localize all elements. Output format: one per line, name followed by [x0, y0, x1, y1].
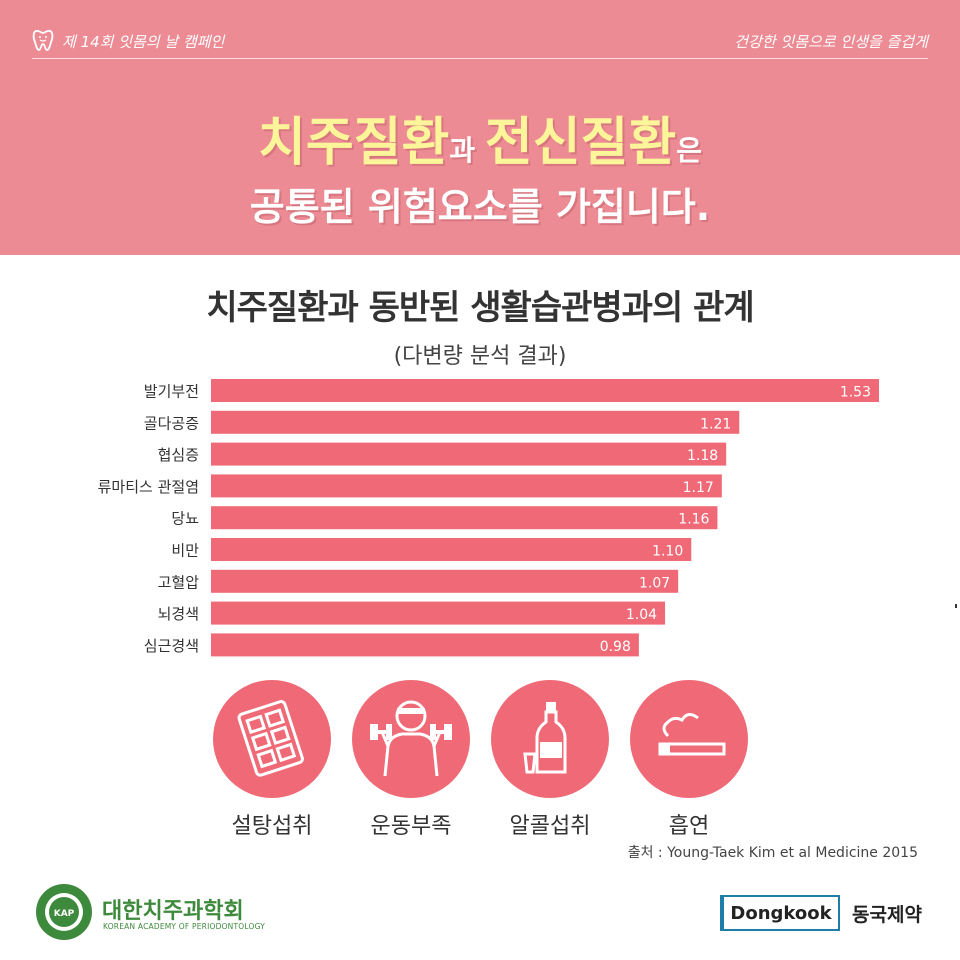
kap-name: 대한치주과학회: [102, 899, 244, 924]
category-label-3: 류마티스 관절염: [98, 478, 199, 496]
value-label-7: 1.04: [626, 607, 657, 623]
alcohol-bottle-icon: [491, 680, 609, 798]
stray-mark: [955, 604, 957, 608]
dongkook-english: Dongkook: [730, 902, 832, 924]
risk-label-exercise: 운동부족: [370, 814, 452, 839]
sugar-cubes-icon: [213, 680, 331, 798]
category-label-1: 골다공증: [144, 414, 199, 432]
value-label-1: 1.21: [700, 416, 731, 432]
value-label-5: 1.10: [652, 544, 683, 560]
bar-1: [211, 410, 740, 434]
risk-factor-icons: [0, 680, 960, 800]
campaign-slogan: 건강한 잇몸으로 인생을 즐겁게: [734, 33, 928, 51]
headline-term-systemic: 전신질환: [484, 113, 677, 173]
category-label-2: 협심증: [158, 446, 199, 464]
value-label-3: 1.17: [683, 480, 714, 496]
header-banner: 제 14회 잇몸의 날 캠페인 건강한 잇몸으로 인생을 즐겁게 치주질환과 전…: [0, 0, 960, 255]
category-label-5: 비만: [171, 542, 199, 560]
bar-8: [211, 633, 639, 657]
category-label-7: 뇌경색: [158, 605, 199, 623]
campaign-title: 제 14회 잇몸의 날 캠페인: [62, 33, 225, 51]
bar-7: [211, 601, 666, 625]
value-label-4: 1.16: [678, 512, 709, 528]
category-label-6: 고혈압: [158, 573, 200, 591]
kap-badge-text: KAP: [54, 909, 75, 919]
tooth-icon: [32, 29, 54, 51]
source-citation: 출처 : Young-Taek Kim et al Medicine 2015: [627, 845, 918, 861]
campaign-bar: 제 14회 잇몸의 날 캠페인 건강한 잇몸으로 인생을 즐겁게: [32, 28, 928, 54]
headline-term-periodontal: 치주질환: [257, 113, 450, 173]
value-label-2: 1.18: [687, 448, 718, 464]
dongkook-korean: 동국제약: [852, 904, 922, 926]
bar-6: [211, 569, 679, 593]
cigarette-icon: [630, 680, 748, 798]
value-label-6: 1.07: [639, 575, 670, 591]
risk-label-smoking: 흡연: [668, 814, 710, 839]
dongkook-logo: Dongkook: [720, 895, 840, 931]
chart-title: 치주질환과 동반된 생활습관병과의 관계: [206, 288, 754, 328]
category-label-8: 심근경색: [144, 637, 199, 655]
risk-label-sugar: 설탕섭취: [231, 814, 313, 839]
header-divider: [32, 58, 928, 59]
dumbbell-exercise-icon: [352, 680, 470, 798]
value-label-8: 0.98: [600, 639, 631, 655]
headline-particle: 은: [676, 134, 703, 167]
headline-line2: 공통된 위험요소를 가집니다.: [249, 185, 711, 229]
category-label-0: 발기부전: [144, 383, 199, 401]
bar-4: [211, 506, 718, 530]
bar-5: [211, 538, 692, 561]
category-label-4: 당뇨: [171, 510, 199, 528]
bar-3: [211, 474, 722, 498]
headline-connector: 과: [449, 134, 485, 167]
chart-subtitle: (다변량 분석 결과): [393, 344, 567, 369]
value-label-0: 1.53: [840, 385, 871, 401]
bar-2: [211, 442, 727, 466]
risk-label-alcohol: 알콜섭취: [509, 814, 591, 839]
bar-chart: 발기부전 1.53 골다공증 1.21 협심증 1.18 류마티스 관절염 1.17 당뇨 1.1…: [98, 379, 879, 657]
kap-logo-icon: KAP: [36, 884, 92, 940]
bar-0: [211, 379, 879, 402]
headline-line1: 치주질환과 전신질환은: [0, 100, 960, 175]
kap-english-name: KOREAN ACADEMY OF PERIODONTOLOGY: [103, 922, 265, 931]
